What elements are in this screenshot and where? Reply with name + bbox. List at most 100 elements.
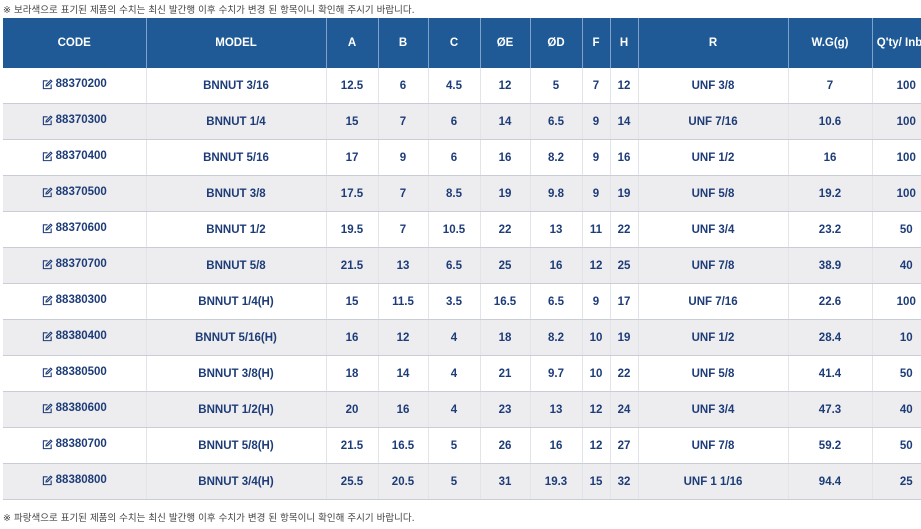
cell-a: 12.5 bbox=[326, 68, 379, 104]
cell-r: UNF 3/8 bbox=[638, 68, 789, 104]
cell-f: 7 bbox=[582, 68, 611, 104]
cell-e: 14 bbox=[480, 103, 531, 140]
product-code-link[interactable]: 88370600 bbox=[42, 222, 107, 234]
cell-r: UNF 7/16 bbox=[638, 103, 789, 140]
cell-r: UNF 3/4 bbox=[638, 211, 789, 248]
cell-c: 4 bbox=[428, 319, 481, 356]
cell-qty: 100 bbox=[872, 139, 921, 176]
edit-icon bbox=[42, 259, 53, 270]
cell-c: 6 bbox=[428, 139, 481, 176]
product-code-link[interactable]: 88380700 bbox=[42, 438, 107, 450]
cell-b: 7 bbox=[378, 211, 429, 248]
cell-a: 21.5 bbox=[326, 427, 379, 464]
cell-weight: 41.4 bbox=[788, 355, 873, 392]
table-row: 88370500 BNNUT 3/8 17.5 7 8.5 19 9.8 9 19 UNF 5/8… bbox=[3, 175, 921, 212]
notice-top: ※ 보라색으로 표기된 제품의 수치는 최신 발간행 이후 수치가 변경 된 항… bbox=[3, 5, 415, 16]
cell-c: 4 bbox=[428, 355, 481, 392]
cell-f: 9 bbox=[582, 283, 611, 320]
cell-qty: 40 bbox=[872, 247, 921, 284]
cell-e: 22 bbox=[480, 211, 531, 248]
cell-d: 8.2 bbox=[530, 139, 583, 176]
cell-a: 21.5 bbox=[326, 247, 379, 284]
cell-model: BNNUT 5/16(H) bbox=[146, 319, 327, 356]
cell-r: UNF 5/8 bbox=[638, 175, 789, 212]
cell-e: 26 bbox=[480, 427, 531, 464]
cell-qty: 10 bbox=[872, 319, 921, 356]
cell-code: 88370500 bbox=[3, 175, 147, 212]
cell-h: 16 bbox=[610, 139, 639, 176]
cell-code: 88380400 bbox=[3, 319, 147, 356]
product-code-link[interactable]: 88370200 bbox=[42, 78, 107, 90]
cell-weight: 23.2 bbox=[788, 211, 873, 248]
product-code-link[interactable]: 88370400 bbox=[42, 150, 107, 162]
table-row: 88380500 BNNUT 3/8(H) 18 14 4 21 9.7 10 22 UNF 5/… bbox=[3, 355, 921, 392]
cell-code: 88380800 bbox=[3, 463, 147, 500]
cell-b: 11.5 bbox=[378, 283, 429, 320]
cell-r: UNF 1/2 bbox=[638, 139, 789, 176]
product-code-link[interactable]: 88380300 bbox=[42, 294, 107, 306]
cell-weight: 7 bbox=[788, 68, 873, 104]
header-col-f: F bbox=[582, 18, 611, 68]
cell-weight: 19.2 bbox=[788, 175, 873, 212]
cell-h: 12 bbox=[610, 68, 639, 104]
product-code-text: 88380700 bbox=[55, 438, 107, 451]
cell-model: BNNUT 3/8(H) bbox=[146, 355, 327, 392]
cell-weight: 94.4 bbox=[788, 463, 873, 500]
product-code-link[interactable]: 88380500 bbox=[42, 366, 107, 378]
table-row: 88370200 BNNUT 3/16 12.5 6 4.5 12 5 7 12 UNF 3/8 7… bbox=[3, 68, 921, 104]
cell-c: 8.5 bbox=[428, 175, 481, 212]
cell-qty: 40 bbox=[872, 391, 921, 428]
cell-b: 20.5 bbox=[378, 463, 429, 500]
cell-weight: 28.4 bbox=[788, 319, 873, 356]
product-code-link[interactable]: 88380600 bbox=[42, 402, 107, 414]
table-row: 88380700 BNNUT 5/8(H) 21.5 16.5 5 26 16 12 27 UNF… bbox=[3, 427, 921, 464]
product-code-link[interactable]: 88380800 bbox=[42, 474, 107, 486]
cell-h: 19 bbox=[610, 319, 639, 356]
cell-e: 16 bbox=[480, 139, 531, 176]
cell-r: UNF 7/8 bbox=[638, 247, 789, 284]
cell-d: 6.5 bbox=[530, 103, 583, 140]
cell-d: 5 bbox=[530, 68, 583, 104]
product-code-link[interactable]: 88370500 bbox=[42, 186, 107, 198]
cell-model: BNNUT 1/4 bbox=[146, 103, 327, 140]
cell-model: BNNUT 3/8 bbox=[146, 175, 327, 212]
edit-icon bbox=[42, 115, 53, 126]
cell-b: 9 bbox=[378, 139, 429, 176]
cell-model: BNNUT 5/8(H) bbox=[146, 427, 327, 464]
product-code-link[interactable]: 88370700 bbox=[42, 258, 107, 270]
table-row: 88370600 BNNUT 1/2 19.5 7 10.5 22 13 11 22 UNF 3/… bbox=[3, 211, 921, 248]
cell-code: 88370200 bbox=[3, 68, 147, 104]
cell-code: 88370400 bbox=[3, 139, 147, 176]
cell-weight: 47.3 bbox=[788, 391, 873, 428]
cell-h: 22 bbox=[610, 211, 639, 248]
edit-icon bbox=[42, 79, 53, 90]
cell-c: 5 bbox=[428, 463, 481, 500]
cell-a: 19.5 bbox=[326, 211, 379, 248]
cell-e: 25 bbox=[480, 247, 531, 284]
cell-e: 18 bbox=[480, 319, 531, 356]
edit-icon bbox=[42, 403, 53, 414]
cell-h: 27 bbox=[610, 427, 639, 464]
cell-model: BNNUT 5/8 bbox=[146, 247, 327, 284]
product-code-link[interactable]: 88380400 bbox=[42, 330, 107, 342]
cell-c: 4.5 bbox=[428, 68, 481, 104]
cell-d: 19.3 bbox=[530, 463, 583, 500]
cell-f: 12 bbox=[582, 247, 611, 284]
cell-d: 9.8 bbox=[530, 175, 583, 212]
product-code-text: 88370700 bbox=[55, 258, 107, 271]
header-col-qty: Q'ty/ Inbox bbox=[872, 18, 921, 68]
cell-code: 88380300 bbox=[3, 283, 147, 320]
product-code-link[interactable]: 88370300 bbox=[42, 114, 107, 126]
cell-qty: 100 bbox=[872, 103, 921, 140]
product-code-text: 88370300 bbox=[55, 114, 107, 127]
cell-weight: 38.9 bbox=[788, 247, 873, 284]
product-code-text: 88370600 bbox=[55, 222, 107, 235]
cell-f: 11 bbox=[582, 211, 611, 248]
cell-qty: 100 bbox=[872, 283, 921, 320]
table-row: 88380400 BNNUT 5/16(H) 16 12 4 18 8.2 10 19 UNF 1… bbox=[3, 319, 921, 356]
cell-d: 8.2 bbox=[530, 319, 583, 356]
table-row: 88370300 BNNUT 1/4 15 7 6 14 6.5 9 14 UNF 7/16 10.… bbox=[3, 103, 921, 140]
cell-qty: 50 bbox=[872, 427, 921, 464]
cell-r: UNF 1/2 bbox=[638, 319, 789, 356]
